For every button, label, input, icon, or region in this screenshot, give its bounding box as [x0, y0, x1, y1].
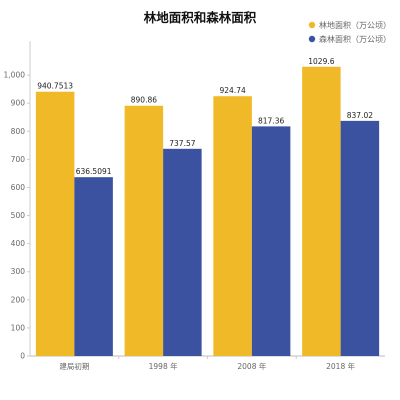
data-label: 924.74: [220, 86, 246, 95]
bar-forest: [340, 120, 380, 356]
x-axis: 建局初期 1998 年 2008 年 2018 年: [30, 355, 385, 371]
data-label: 1029.6: [308, 57, 334, 66]
bar-forest: [74, 177, 113, 356]
y-tick-label: 0: [20, 352, 25, 361]
y-tick-label: 500: [11, 211, 26, 220]
x-tick-label: 2008 年: [237, 361, 266, 371]
data-label: 837.02: [347, 111, 373, 120]
y-tick-label: 700: [11, 155, 26, 164]
bar-forest-land: [213, 96, 252, 357]
bar-forest-land: [302, 66, 341, 356]
y-tick-label: 400: [11, 239, 26, 248]
bars: [35, 66, 380, 357]
y-tick-label: 300: [11, 267, 26, 276]
data-label: 817.36: [258, 116, 284, 125]
bar-forest-land: [35, 91, 75, 356]
data-label: 737.57: [169, 139, 195, 148]
y-tick-label: 100: [11, 323, 26, 332]
bar-forest-land: [124, 105, 164, 356]
chart-title: 林地面积和森林面积: [144, 10, 257, 25]
data-labels: 940.7513 636.5091 890.86 737.57 924.74 817.36…: [37, 57, 373, 176]
data-label: 636.5091: [76, 167, 112, 176]
data-label: 890.86: [131, 96, 157, 105]
x-tick-label: 2018 年: [326, 361, 355, 371]
x-tick-label: 建局初期: [59, 361, 89, 371]
y-tick-label: 1,000: [4, 71, 26, 80]
legend-swatch-forest-land: [308, 21, 316, 29]
y-axis: 0 100 200 300 400 500 600 700 800 900 1,000: [4, 41, 31, 361]
y-tick-label: 600: [11, 183, 26, 192]
y-tick-label: 900: [11, 99, 26, 108]
legend: 林地面积（万公顷） 森林面积（万公顷）: [308, 20, 391, 44]
x-tick-label: 1998 年: [149, 361, 178, 371]
legend-swatch-forest: [308, 35, 316, 43]
y-tick-label: 800: [11, 127, 26, 136]
data-label: 940.7513: [37, 82, 73, 91]
y-tick-label: 200: [11, 295, 26, 304]
bar-forest: [163, 148, 202, 356]
bar-forest: [251, 126, 291, 356]
legend-label-forest-land: 林地面积（万公顷）: [319, 20, 391, 30]
legend-label-forest: 森林面积（万公顷）: [319, 34, 391, 44]
